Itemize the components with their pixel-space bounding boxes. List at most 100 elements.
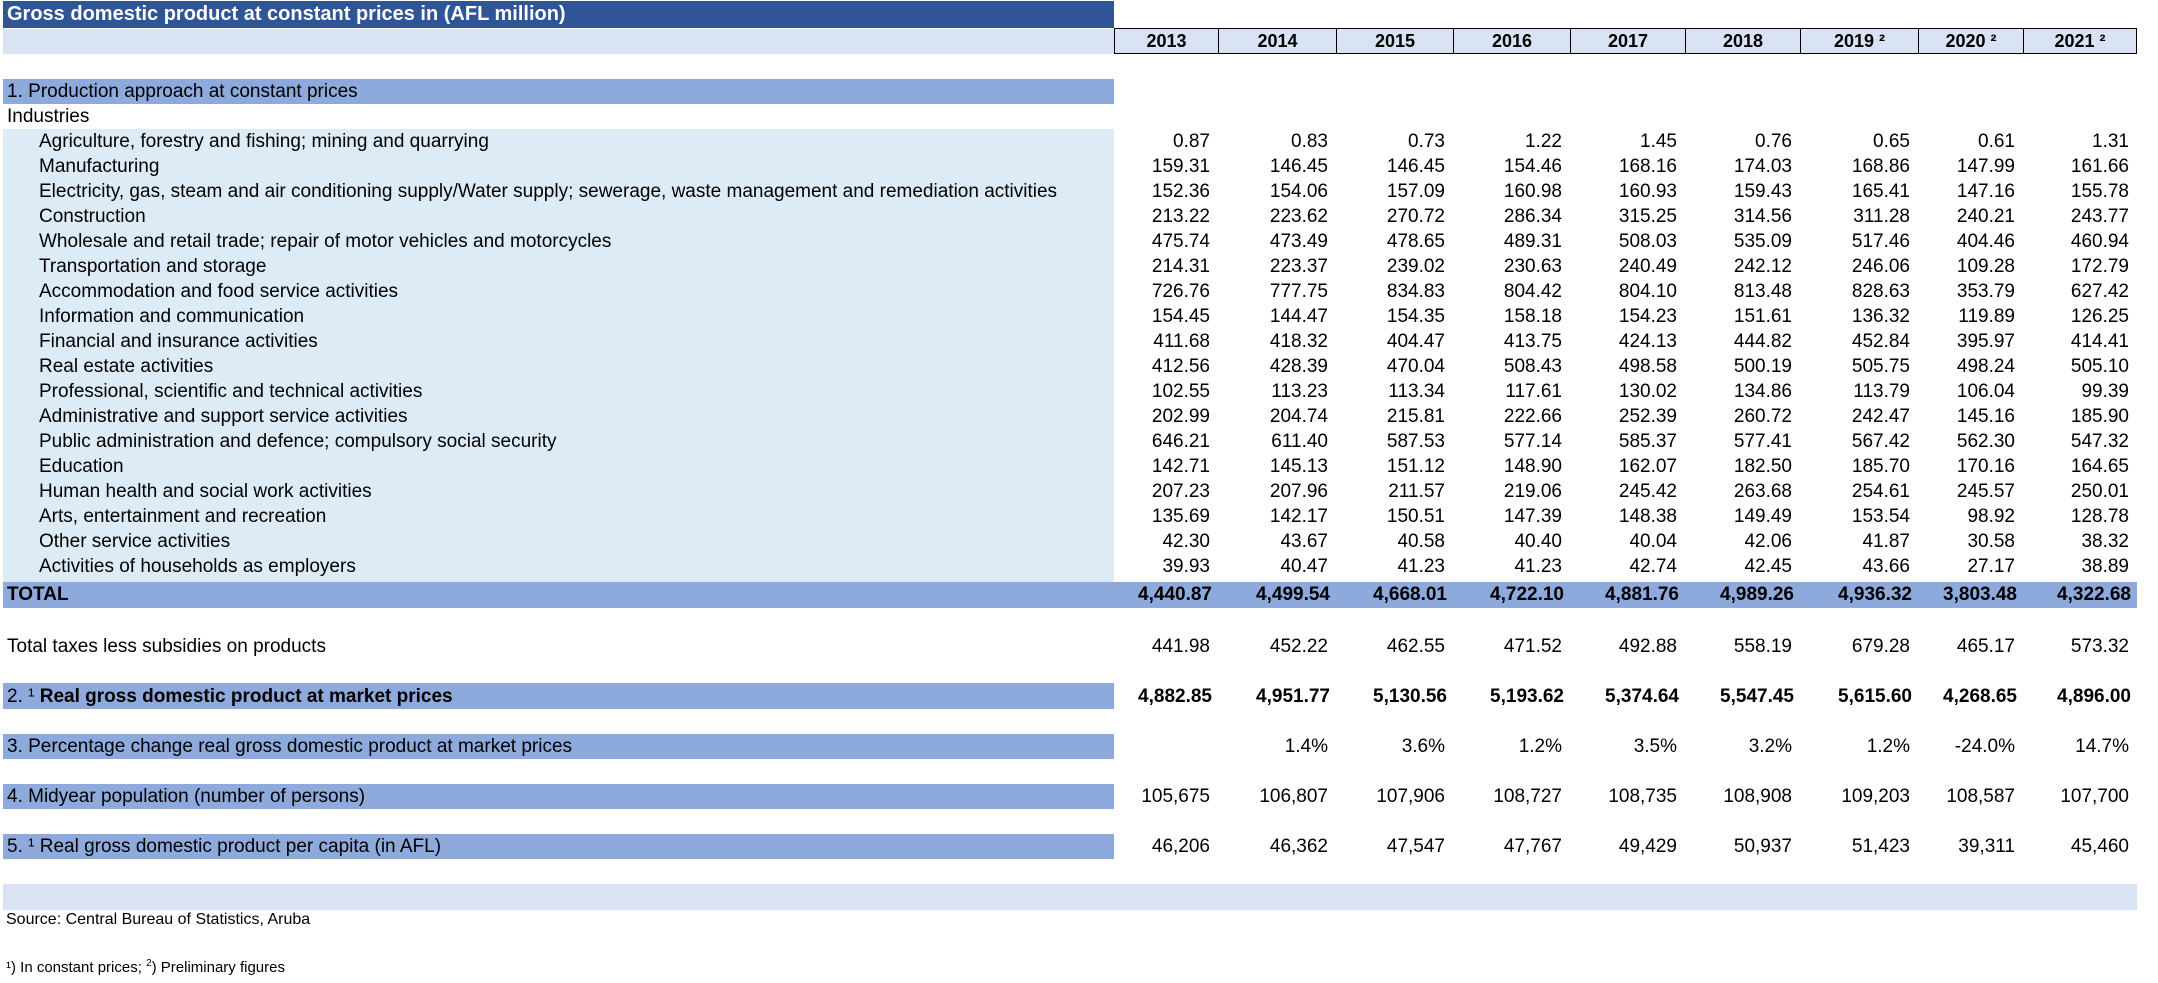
value-cell: 142.71 <box>1151 456 1210 477</box>
value-cell: 828.63 <box>1851 281 1910 302</box>
value-cell: 562.30 <box>1956 431 2015 452</box>
value-cell: 145.13 <box>1269 456 1328 477</box>
value-cell: 148.38 <box>1618 506 1677 527</box>
value-cell: 215.81 <box>1386 406 1445 427</box>
taxes-label: Total taxes less subsidies on products <box>7 636 326 657</box>
value-cell: 4,881.76 <box>1605 584 1679 605</box>
value-cell: 470.04 <box>1386 356 1445 377</box>
value-cell: 223.37 <box>1269 256 1328 277</box>
year-header-8: 2021 ² <box>2023 28 2137 54</box>
value-cell: 804.10 <box>1618 281 1677 302</box>
value-cell: 452.84 <box>1851 331 1910 352</box>
value-cell: 473.49 <box>1269 231 1328 252</box>
value-cell: 46,206 <box>1151 836 1210 857</box>
value-cell: 126.25 <box>2070 306 2129 327</box>
value-cell: 51,423 <box>1851 836 1910 857</box>
value-cell: 108,727 <box>1493 786 1562 807</box>
value-cell: 42.45 <box>1744 556 1792 577</box>
value-cell: 41.23 <box>1397 556 1445 577</box>
value-cell: 1.22 <box>1525 131 1562 152</box>
value-cell: 404.47 <box>1386 331 1445 352</box>
value-cell: 148.90 <box>1503 456 1562 477</box>
year-header-7: 2020 ² <box>1918 28 2024 54</box>
value-cell: 40.04 <box>1629 531 1677 552</box>
industry-label: Manufacturing <box>39 156 160 177</box>
value-cell: 395.97 <box>1956 331 2015 352</box>
value-cell: 136.32 <box>1851 306 1910 327</box>
value-cell: 245.57 <box>1956 481 2015 502</box>
industry-label: Professional, scientific and technical a… <box>39 381 423 402</box>
value-cell: 45,460 <box>2070 836 2129 857</box>
value-cell: 146.45 <box>1269 156 1328 177</box>
value-cell: 424.13 <box>1618 331 1677 352</box>
value-cell: 42.74 <box>1629 556 1677 577</box>
section5-text: Real gross domestic product per capita (… <box>39 836 442 857</box>
value-cell: 5,615.60 <box>1838 686 1912 707</box>
value-cell: 252.39 <box>1618 406 1677 427</box>
value-cell: 315.25 <box>1618 206 1677 227</box>
value-cell: 106.04 <box>1956 381 2015 402</box>
value-cell: 418.32 <box>1269 331 1328 352</box>
value-cell: 147.16 <box>1956 181 2015 202</box>
value-cell: 150.51 <box>1386 506 1445 527</box>
value-cell: 804.42 <box>1503 281 1562 302</box>
value-cell: 3,803.48 <box>1943 584 2017 605</box>
section3-label: 3. Percentage change real gross domestic… <box>3 734 1114 759</box>
source-note: Source: Central Bureau of Statistics, Ar… <box>6 911 311 928</box>
value-cell: 412.56 <box>1151 356 1210 377</box>
value-cell: 4,896.00 <box>2057 686 2131 707</box>
value-cell: 43.66 <box>1862 556 1910 577</box>
value-cell: 535.09 <box>1733 231 1792 252</box>
value-cell: 0.61 <box>1978 131 2015 152</box>
value-cell: 0.87 <box>1173 131 1210 152</box>
value-cell: 108,735 <box>1608 786 1677 807</box>
value-cell: 0.76 <box>1755 131 1792 152</box>
value-cell: 246.06 <box>1851 256 1910 277</box>
value-cell: 577.14 <box>1503 431 1562 452</box>
value-cell: 160.98 <box>1503 181 1562 202</box>
value-cell: 50,937 <box>1733 836 1792 857</box>
year-header-2: 2015 <box>1336 28 1454 54</box>
value-cell: 154.06 <box>1269 181 1328 202</box>
value-cell: 428.39 <box>1269 356 1328 377</box>
value-cell: 4,499.54 <box>1256 584 1330 605</box>
industry-label: Other service activities <box>39 531 231 552</box>
value-cell: 587.53 <box>1386 431 1445 452</box>
value-cell: 3.5% <box>1633 736 1677 757</box>
value-cell: 547.32 <box>2070 431 2129 452</box>
value-cell: 40.58 <box>1397 531 1445 552</box>
value-cell: 3.2% <box>1748 736 1792 757</box>
industry-label: Wholesale and retail trade; repair of mo… <box>39 231 612 252</box>
value-cell: 145.16 <box>1956 406 2015 427</box>
value-cell: 98.92 <box>1967 506 2015 527</box>
value-cell: 222.66 <box>1503 406 1562 427</box>
value-cell: 5,374.64 <box>1605 686 1679 707</box>
value-cell: 43.67 <box>1280 531 1328 552</box>
value-cell: 254.61 <box>1851 481 1910 502</box>
value-cell: 109,203 <box>1841 786 1910 807</box>
value-cell: 411.68 <box>1153 331 1210 352</box>
footnote: ¹) In constant prices; 2) Preliminary fi… <box>6 953 285 979</box>
value-cell: 577.41 <box>1733 431 1792 452</box>
value-cell: 149.49 <box>1733 506 1792 527</box>
year-header-1: 2014 <box>1218 28 1337 54</box>
value-cell: 245.42 <box>1618 481 1677 502</box>
value-cell: 170.16 <box>1956 456 2015 477</box>
value-cell: 270.72 <box>1386 206 1445 227</box>
value-cell: 0.83 <box>1291 131 1328 152</box>
value-cell: 102.55 <box>1151 381 1210 402</box>
value-cell: 159.31 <box>1151 156 1210 177</box>
value-cell: 0.65 <box>1873 131 1910 152</box>
value-cell: 154.23 <box>1618 306 1677 327</box>
industry-label: Education <box>39 456 124 477</box>
page-title: Gross domestic product at constant price… <box>3 1 1114 28</box>
value-cell: 207.96 <box>1269 481 1328 502</box>
section1-heading: 1. Production approach at constant price… <box>3 79 1114 104</box>
value-cell: 250.01 <box>2070 481 2129 502</box>
value-cell: 142.17 <box>1269 506 1328 527</box>
value-cell: 147.99 <box>1956 156 2015 177</box>
value-cell: 154.46 <box>1503 156 1562 177</box>
value-cell: 135.69 <box>1151 506 1210 527</box>
value-cell: 113.34 <box>1388 381 1445 402</box>
